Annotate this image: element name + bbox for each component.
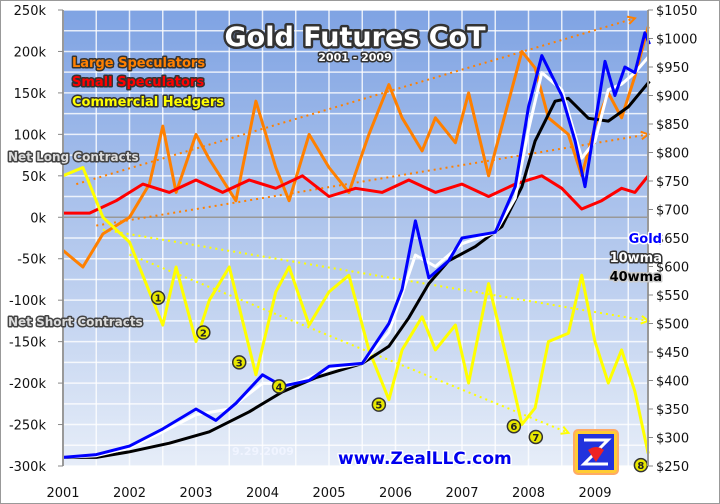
- left-tick-label: -150k: [9, 336, 47, 351]
- left-tick-label: 0k: [30, 211, 46, 226]
- legend-gold: Gold: [629, 232, 662, 247]
- trend-line: [102, 228, 649, 322]
- right-tick-label: $700: [656, 204, 689, 219]
- left-tick-label: 100k: [14, 128, 47, 143]
- marker-circle: [371, 397, 387, 412]
- left-tick-label: 250k: [14, 4, 47, 19]
- right-tick-label: $600: [656, 261, 689, 276]
- x-tick-label: 2008: [512, 486, 545, 501]
- marker-label: 1: [155, 294, 162, 305]
- left-tick-label: -200k: [9, 377, 47, 392]
- legend-commercial-hedgers: Commercial Hedgers: [72, 95, 224, 110]
- series-line-commercial-hedgers: [62, 166, 650, 454]
- marker-label: 4: [276, 382, 283, 393]
- right-tick-label: $800: [656, 147, 689, 162]
- legend-10wma: 10wma: [610, 251, 662, 266]
- legend-40wma: 40wma: [610, 270, 662, 285]
- marker-label: 8: [637, 461, 644, 472]
- left-tick-label: 50k: [22, 170, 47, 185]
- right-tick-label: $750: [656, 175, 689, 190]
- right-tick-label: $350: [656, 403, 689, 418]
- marker-circle: [271, 379, 287, 394]
- series-line-large-speculators: [62, 26, 650, 269]
- trend-line: [129, 253, 569, 434]
- right-tick-label: $950: [656, 61, 689, 76]
- marker-label: 2: [200, 329, 207, 340]
- marker-circle: [150, 290, 166, 305]
- left-tick-label: -100k: [9, 294, 47, 309]
- zeal-logo: [573, 429, 619, 475]
- date-label: 9.29.2009: [232, 445, 294, 458]
- x-tick-label: 2007: [445, 486, 478, 501]
- marker-circle: [528, 429, 544, 445]
- x-tick-label: 2005: [312, 486, 345, 501]
- trend-arrow: [560, 426, 571, 435]
- marker-label: 5: [375, 401, 382, 412]
- x-tick-label: 2006: [379, 486, 412, 501]
- net-long-label: Net Long Contracts: [8, 150, 139, 164]
- left-tick-label: -50k: [17, 253, 46, 268]
- right-tick-label: $650: [656, 232, 689, 247]
- legend-small-speculators: Small Speculators: [72, 75, 204, 90]
- left-tick-label: -250k: [9, 419, 47, 434]
- marker-label: 6: [510, 422, 517, 433]
- marker-label: 3: [236, 358, 243, 369]
- right-tick-label: $450: [656, 346, 689, 361]
- right-tick-label: $300: [656, 432, 689, 447]
- series-line-10wma: [62, 54, 651, 459]
- right-tick-label: $1050: [656, 4, 697, 19]
- marker-circle: [506, 418, 522, 434]
- x-tick-label: 2001: [46, 486, 79, 501]
- right-tick-label: $900: [656, 90, 689, 105]
- right-tick-label: $850: [656, 118, 689, 133]
- chart-subtitle: 2001 - 2009: [318, 51, 391, 64]
- legend-large-speculators: Large Speculators: [72, 56, 205, 71]
- trend-arrow: [626, 15, 637, 25]
- left-tick-label: 150k: [14, 87, 47, 102]
- marker-label: 7: [532, 433, 539, 444]
- x-tick-label: 2004: [246, 486, 279, 501]
- left-tick-label: -300k: [9, 460, 47, 475]
- right-tick-label: $1000: [656, 33, 697, 48]
- right-tick-label: $250: [656, 460, 689, 475]
- right-tick-label: $500: [656, 318, 689, 333]
- x-tick-label: 2009: [578, 486, 611, 501]
- x-tick-label: 2003: [179, 486, 212, 501]
- marker-circle: [196, 325, 211, 340]
- net-short-label: Net Short Contracts: [8, 315, 143, 329]
- series-line-40wma: [63, 80, 651, 459]
- left-tick-label: 200k: [14, 45, 47, 60]
- marker-circle: [231, 355, 247, 370]
- x-tick-label: 2002: [113, 486, 146, 501]
- series-line-gold: [62, 31, 651, 459]
- watermark-url: www.ZealLLC.com: [338, 449, 512, 469]
- series-line-small-speculators: [63, 174, 650, 215]
- right-tick-label: $550: [656, 289, 689, 304]
- right-tick-label: $400: [656, 375, 689, 390]
- chart-title: Gold Futures CoT: [224, 22, 486, 53]
